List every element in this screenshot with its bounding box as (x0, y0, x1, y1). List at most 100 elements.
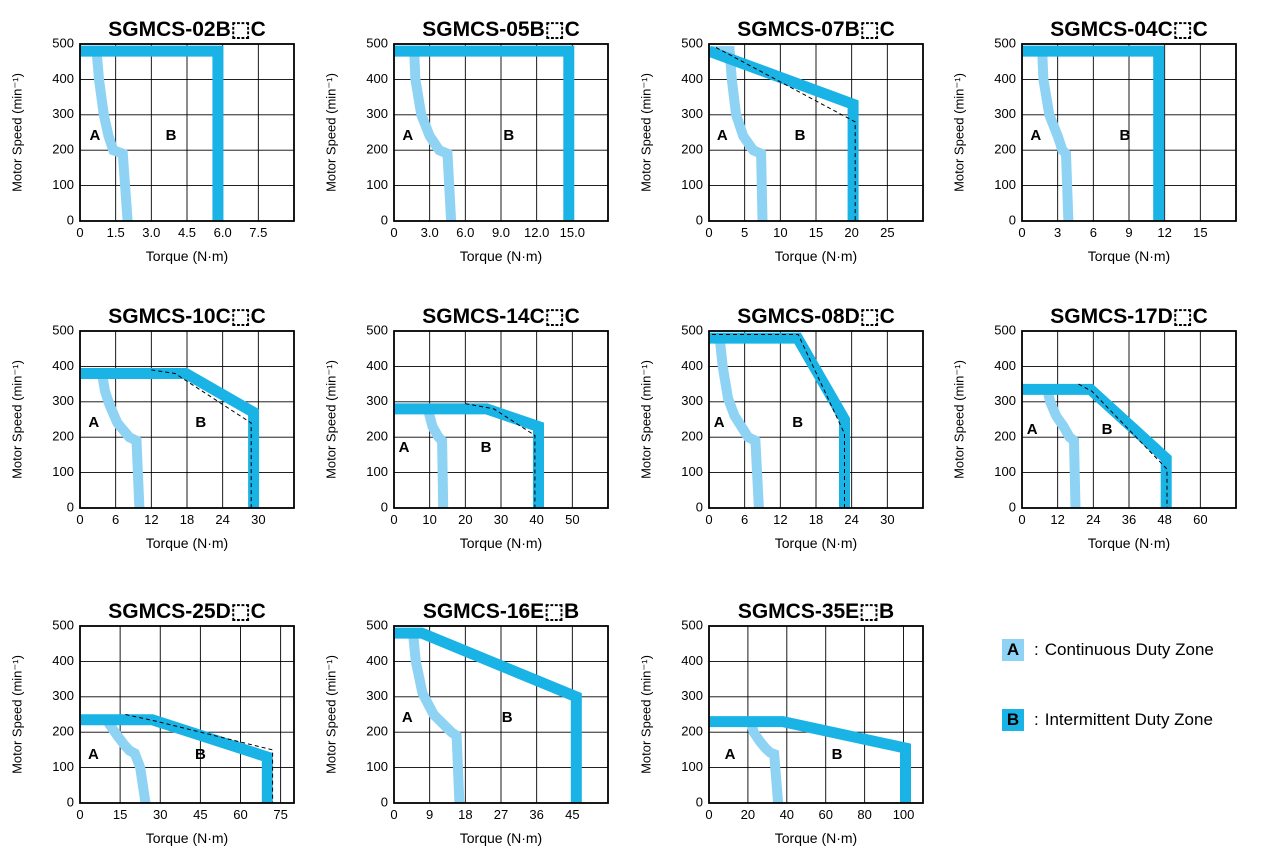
y-tick-label: 0 (67, 499, 74, 514)
x-tick-label: 20 (844, 225, 858, 240)
y-tick-label: 200 (681, 429, 703, 444)
dashed-boundary-line (125, 714, 274, 803)
x-tick-label: 18 (809, 512, 823, 527)
chart-title: SGMCS-14C⬚C (422, 305, 580, 328)
chart-5: A B 0 100 200 300 400 500 0 6 12 18 24 30 SGMCS-10C⬚C T… (9, 305, 295, 551)
y-axis-label: Motor Speed (min⁻¹) (638, 360, 653, 479)
x-tick-label: 0 (705, 512, 712, 527)
y-tick-label: 300 (681, 106, 703, 121)
y-tick-label: 0 (381, 212, 388, 227)
legend-separator: : (1034, 710, 1039, 729)
plot-frame (1021, 330, 1237, 509)
x-tick-label: 12 (773, 512, 787, 527)
chart-11: A B 0 100 200 300 400 500 0 20 40 60 80 100 SGMCS-35E⬚… (638, 600, 924, 846)
y-tick-label: 400 (681, 71, 703, 86)
y-tick-label: 400 (366, 653, 388, 668)
x-tick-label: 24 (215, 512, 229, 527)
legend-continuous-text: Continuous Duty Zone (1044, 640, 1214, 659)
y-tick-label: 500 (366, 35, 388, 50)
x-tick-label: 18 (180, 512, 194, 527)
x-tick-label: 6 (112, 512, 119, 527)
dashed-boundary-line (715, 47, 856, 221)
zone-a-label: A (1027, 421, 1038, 438)
x-tick-label: 100 (893, 807, 915, 822)
y-tick-label: 300 (52, 688, 74, 703)
y-tick-label: 100 (366, 464, 388, 479)
y-tick-label: 100 (681, 759, 703, 774)
y-tick-label: 400 (681, 358, 703, 373)
plot-frame (79, 625, 295, 804)
x-tick-label: 3.0 (142, 225, 160, 240)
x-tick-label: 40 (529, 512, 543, 527)
x-tick-label: 60 (1193, 512, 1207, 527)
x-tick-label: 6 (741, 512, 748, 527)
x-tick-label: 36 (529, 807, 543, 822)
chart-10: A B 0 100 200 300 400 500 0 9 18 27 36 45 SGMCS-16E⬚B T… (323, 600, 609, 846)
y-tick-label: 100 (52, 177, 74, 192)
intermittent-duty-curve (394, 45, 575, 221)
x-tick-label: 6.0 (214, 225, 232, 240)
chart-7: A B 0 100 200 300 400 500 0 6 12 18 24 30 SGMCS-08D⬚C T… (638, 305, 924, 551)
series-group (1022, 383, 1172, 508)
legend-separator: : (1034, 640, 1039, 659)
y-tick-label: 400 (994, 358, 1016, 373)
x-tick-label: 30 (494, 512, 508, 527)
x-tick-label: 36 (1122, 512, 1136, 527)
intermittent-duty-curve (80, 368, 260, 508)
x-tick-label: 10 (773, 225, 787, 240)
series-group (709, 716, 911, 803)
chart-title: SGMCS-04C⬚C (1050, 18, 1208, 41)
chart-8: A B 0 100 200 300 400 500 0 12 24 36 48 60 SGMCS-17D⬚C… (951, 305, 1237, 551)
x-tick-label: 0 (390, 807, 397, 822)
intermittent-duty-curve (709, 45, 859, 221)
x-axis-label: Torque (N·m) (460, 830, 542, 846)
series-group (80, 714, 274, 803)
y-tick-label: 400 (994, 71, 1016, 86)
x-tick-label: 18 (458, 807, 472, 822)
x-tick-label: 6 (1090, 225, 1097, 240)
y-tick-label: 500 (52, 35, 74, 50)
plot-area (709, 626, 923, 803)
x-axis-label: Torque (N·m) (1088, 535, 1170, 551)
dashed-boundary-line (465, 403, 536, 508)
x-tick-label: 4.5 (178, 225, 196, 240)
intermittent-duty-curve (394, 627, 582, 803)
chart-title: SGMCS-05B⬚C (422, 18, 580, 41)
y-tick-label: 500 (681, 35, 703, 50)
series-group (394, 627, 582, 803)
chart-title: SGMCS-02B⬚C (108, 18, 266, 41)
y-tick-label: 400 (52, 71, 74, 86)
x-tick-label: 15 (1193, 225, 1207, 240)
plot-frame (708, 625, 924, 804)
y-tick-label: 300 (52, 106, 74, 121)
y-tick-label: 0 (696, 794, 703, 809)
plot-frame (79, 43, 295, 222)
chart-title: SGMCS-10C⬚C (108, 305, 266, 328)
zone-a-label: A (1030, 127, 1041, 144)
x-tick-label: 0 (76, 807, 83, 822)
series-group (1022, 45, 1165, 221)
x-axis-label: Torque (N·m) (775, 830, 857, 846)
chart-title: SGMCS-17D⬚C (1050, 305, 1208, 328)
chart-9: A B 0 100 200 300 400 500 0 15 30 45 60 75 SGMCS-25D⬚C… (9, 600, 295, 846)
y-tick-label: 100 (994, 464, 1016, 479)
x-tick-label: 40 (780, 807, 794, 822)
y-tick-label: 100 (366, 177, 388, 192)
y-tick-label: 100 (681, 177, 703, 192)
series-group (80, 368, 260, 508)
x-tick-label: 7.5 (249, 225, 267, 240)
intermittent-duty-curve (709, 716, 911, 803)
x-tick-label: 80 (857, 807, 871, 822)
y-tick-label: 300 (994, 106, 1016, 121)
y-tick-label: 0 (1009, 499, 1016, 514)
x-tick-label: 20 (741, 807, 755, 822)
series-group (709, 332, 850, 508)
legend-intermittent-text: Intermittent Duty Zone (1044, 710, 1213, 729)
x-tick-label: 12.0 (524, 225, 549, 240)
series-group (394, 45, 575, 221)
y-axis-label: Motor Speed (min⁻¹) (323, 360, 338, 479)
y-tick-label: 500 (681, 617, 703, 632)
y-tick-label: 0 (1009, 212, 1016, 227)
x-tick-label: 12 (144, 512, 158, 527)
